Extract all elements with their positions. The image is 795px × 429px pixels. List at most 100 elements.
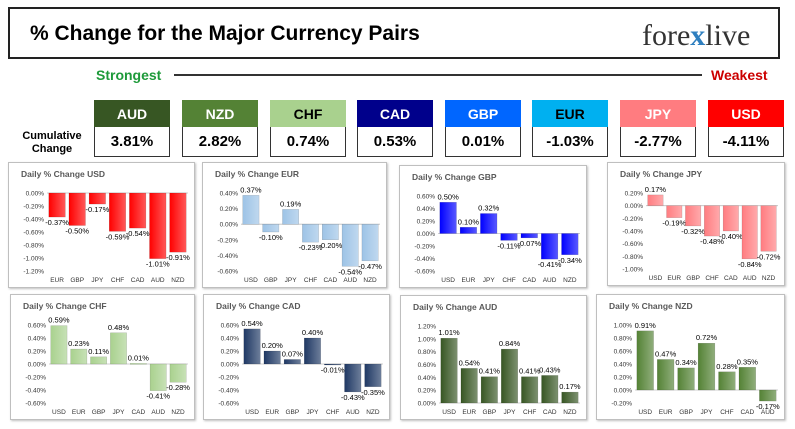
y-tick-label: -0.40%: [218, 388, 239, 395]
bar-value-label: -0.35%: [361, 388, 385, 397]
bar-value-label: 0.20%: [262, 341, 284, 350]
x-tick-label: JPY: [701, 409, 714, 416]
bar-value-label: -0.48%: [700, 237, 724, 246]
currency-tile-aud: AUD 3.81%: [94, 100, 170, 157]
bar-value-label: 0.84%: [499, 339, 521, 348]
bar-value-label: 0.17%: [645, 185, 667, 194]
x-tick-label: AUD: [151, 409, 165, 416]
bar: [697, 343, 716, 391]
x-tick-label: USD: [245, 409, 259, 416]
bar-value-label: -0.72%: [757, 252, 781, 261]
bar-value-label: 0.35%: [737, 357, 759, 366]
bar: [50, 325, 68, 365]
chart-panel-usd: Daily % Change USD 0.00% -0.20% -0.40% -0.60…: [8, 162, 195, 288]
chart-panel-eur: Daily % Change EUR 0.40% 0.20% 0.00% -0.20% -…: [202, 162, 387, 288]
forexlive-logo: forexlive: [642, 19, 750, 53]
bar-chart: Daily % Change CHF 0.60% 0.40% 0.20% 0.00% -0…: [23, 301, 190, 416]
bar-chart: Daily % Change NZD 1.00% 0.80% 0.60% 0.40% 0.…: [609, 301, 780, 416]
y-tick-label: -0.40%: [23, 217, 44, 224]
bar: [480, 213, 498, 234]
bar: [344, 363, 362, 393]
x-tick-label: GBP: [679, 409, 693, 416]
bar-value-label: -0.11%: [497, 241, 521, 250]
bar-value-label: -0.41%: [538, 260, 562, 269]
bar: [324, 363, 342, 366]
bar: [666, 205, 683, 218]
x-tick-label: CAD: [740, 409, 754, 416]
x-tick-label: AUD: [151, 277, 165, 284]
y-tick-label: -0.20%: [611, 401, 632, 408]
x-tick-label: GBP: [264, 277, 278, 284]
currency-tile-value: 3.81%: [94, 127, 170, 157]
bar: [440, 337, 458, 404]
bar: [262, 224, 280, 233]
x-tick-label: NZD: [563, 277, 577, 284]
y-tick-label: -0.60%: [218, 401, 239, 408]
x-tick-label: CHF: [326, 409, 339, 416]
bar-value-label: 0.11%: [88, 347, 109, 356]
x-tick-label: EUR: [72, 409, 86, 416]
bar-value-label: -0.41%: [146, 392, 170, 401]
bar-value-label: -0.01%: [321, 366, 345, 375]
bar: [169, 363, 187, 383]
bar: [439, 202, 457, 234]
bar-value-label: 0.37%: [240, 185, 262, 194]
currency-tile-value: -2.77%: [620, 127, 696, 157]
x-tick-label: EUR: [265, 409, 279, 416]
bar-value-label: -0.17%: [756, 402, 780, 411]
x-tick-label: JPY: [307, 409, 320, 416]
bar-value-label: -0.17%: [85, 205, 109, 214]
chart-panel-cad: Daily % Change CAD 0.60% 0.40% 0.20% 0.00% -0…: [203, 294, 390, 420]
cumulative-label-line1: Cumulative: [22, 130, 82, 142]
bar-value-label: -0.07%: [517, 239, 541, 248]
currency-tile-value: 2.82%: [182, 127, 258, 157]
bar: [70, 348, 88, 365]
bar: [304, 337, 321, 365]
currency-tile-label: GBP: [445, 100, 521, 127]
bar: [361, 224, 379, 262]
currency-tile-label: CHF: [270, 100, 346, 127]
chart-title: Daily % Change USD: [21, 169, 105, 179]
y-tick-label: 0.20%: [220, 206, 239, 213]
y-tick-label: 0.60%: [614, 349, 633, 356]
x-tick-label: EUR: [659, 409, 673, 416]
currency-tile-cad: CAD 0.53%: [357, 100, 433, 157]
x-tick-label: USD: [649, 275, 663, 282]
chart-title: Daily % Change AUD: [413, 302, 497, 312]
x-tick-label: USD: [638, 409, 652, 416]
y-tick-label: -0.80%: [622, 254, 643, 261]
y-tick-label: 0.60%: [418, 362, 437, 369]
y-tick-label: 0.00%: [418, 401, 437, 408]
currency-tile-label: NZD: [182, 100, 258, 127]
bar-value-label: -0.59%: [106, 232, 130, 241]
x-tick-label: AUD: [761, 409, 775, 416]
y-tick-label: -1.20%: [23, 269, 44, 276]
bar-value-label: -1.01%: [146, 260, 170, 269]
currency-tile-label: USD: [708, 100, 784, 127]
bar: [521, 376, 539, 404]
y-tick-label: 0.00%: [220, 222, 239, 229]
x-tick-label: JPY: [91, 277, 104, 284]
y-tick-label: 0.20%: [418, 388, 437, 395]
bar: [759, 389, 777, 402]
bar-value-label: 0.40%: [302, 328, 324, 337]
y-tick-label: -0.40%: [25, 388, 46, 395]
x-tick-label: CAD: [131, 409, 145, 416]
currency-tile-value: 0.01%: [445, 127, 521, 157]
x-tick-label: AUD: [743, 275, 757, 282]
chart-title: Daily % Change EUR: [215, 169, 299, 179]
y-tick-label: 0.00%: [614, 388, 633, 395]
bar: [48, 192, 66, 218]
x-tick-label: GBP: [92, 409, 106, 416]
y-tick-label: 0.20%: [417, 219, 436, 226]
chart-panel-gbp: Daily % Change GBP 0.60% 0.40% 0.20% 0.00% -0…: [399, 165, 587, 288]
currency-tile-label: AUD: [94, 100, 170, 127]
y-tick-label: 1.00%: [614, 323, 633, 330]
bar: [561, 233, 579, 255]
bar-value-label: 0.54%: [241, 319, 263, 328]
bar: [685, 205, 702, 227]
y-tick-label: 0.60%: [28, 323, 47, 330]
bar-value-label: 0.17%: [559, 382, 581, 391]
bar: [243, 328, 261, 365]
chart-panel-chf: Daily % Change CHF 0.60% 0.40% 0.20% 0.00% -0…: [10, 294, 195, 420]
